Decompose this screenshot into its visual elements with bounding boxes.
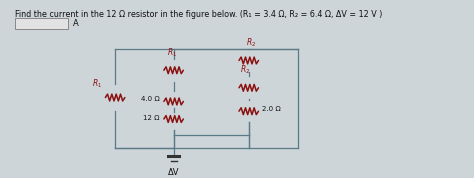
Text: $R_2$: $R_2$ [240, 64, 250, 76]
Text: 2.0 Ω: 2.0 Ω [263, 106, 281, 112]
FancyBboxPatch shape [15, 18, 68, 29]
Text: ΔV: ΔV [168, 168, 179, 177]
Text: $R_1$: $R_1$ [92, 77, 103, 90]
Text: 12 Ω: 12 Ω [144, 115, 160, 121]
Text: Find the current in the 12 Ω resistor in the figure below. (R₁ = 3.4 Ω, R₂ = 6.4: Find the current in the 12 Ω resistor in… [15, 10, 382, 19]
Text: 4.0 Ω: 4.0 Ω [141, 96, 160, 103]
Text: A: A [73, 19, 79, 28]
Text: $R_2$: $R_2$ [246, 36, 256, 49]
Text: $R_1$: $R_1$ [166, 47, 177, 59]
